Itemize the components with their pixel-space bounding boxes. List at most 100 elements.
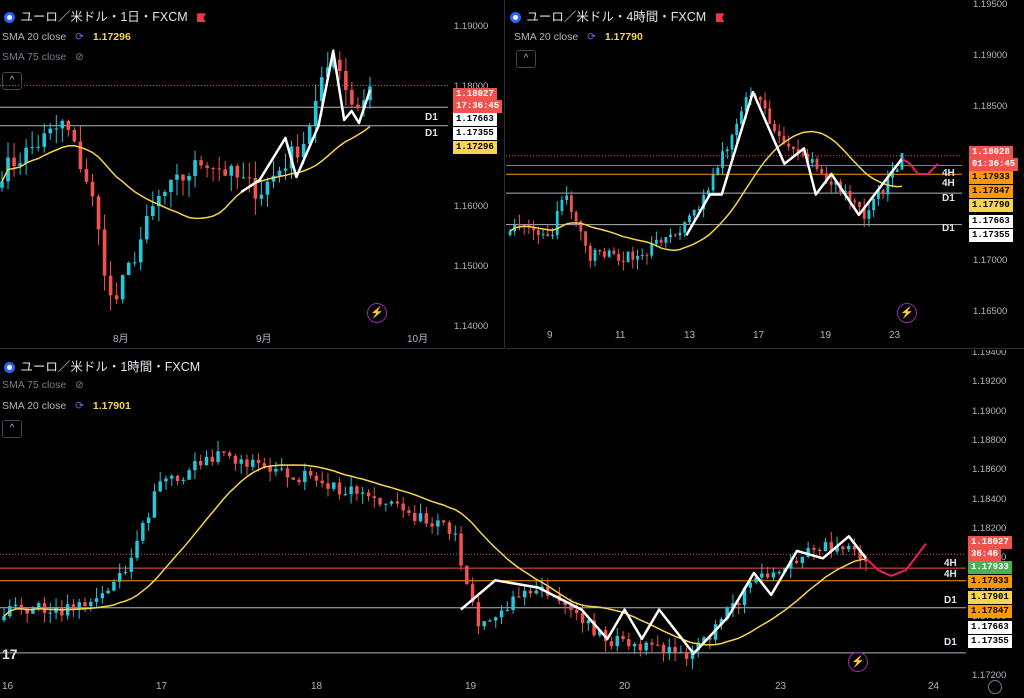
loading-spinner-icon: ⟳	[587, 31, 596, 43]
h1-chart-header: ユーロ／米ドル・1時間・FXCM	[4, 356, 200, 375]
sma20-name: SMA 20 close	[2, 400, 66, 412]
candle-body	[320, 481, 323, 484]
candle-body	[627, 639, 630, 646]
candle-body	[260, 195, 264, 199]
candle-body	[216, 451, 219, 462]
lightning-alert-icon[interactable]: ⚡	[848, 652, 868, 672]
candle-body	[712, 175, 715, 191]
loading-spinner-icon: ⟳	[75, 400, 84, 412]
h1-chart-canvas[interactable]	[0, 350, 1024, 698]
candle-body	[494, 617, 497, 620]
candle-body	[594, 250, 597, 261]
y-tick-label: 1.19500	[973, 0, 1007, 10]
candle-body	[847, 546, 850, 549]
candle-body	[103, 229, 107, 275]
candle-body	[121, 275, 125, 299]
candle-body	[693, 210, 696, 216]
level-label: D1	[944, 595, 957, 606]
candle-body	[518, 224, 521, 225]
candle-body	[181, 175, 185, 181]
h1-chart-panel[interactable]: ユーロ／米ドル・1時間・FXCM SMA 75 close ⊘ SMA 20 c…	[0, 350, 1024, 698]
candle-body	[830, 182, 833, 185]
candle-body	[118, 573, 121, 582]
candle-body	[396, 501, 399, 503]
candle-body	[801, 557, 804, 563]
candle-body	[14, 605, 17, 606]
hidden-eye-icon[interactable]: ⊘	[75, 51, 84, 63]
candle-body	[615, 636, 618, 646]
candle-body	[205, 457, 208, 466]
price-tag: 1.17933	[968, 561, 1012, 574]
candle-body	[673, 647, 676, 652]
price-tag: 1.17355	[969, 229, 1013, 242]
candles-group	[2, 441, 867, 669]
candle-body	[242, 177, 246, 178]
flag-icon[interactable]	[197, 13, 206, 22]
collapse-legend-button[interactable]: ^	[2, 72, 22, 90]
candle-body	[384, 504, 387, 505]
candle-body	[777, 572, 780, 573]
candle-body	[268, 467, 271, 472]
candle-body	[603, 251, 606, 256]
candle-body	[612, 251, 615, 254]
h4-sma20-legend[interactable]: SMA 20 close ⟳ 1.17790	[514, 31, 643, 43]
candle-body	[506, 610, 509, 611]
candle-body	[816, 159, 819, 169]
hidden-eye-icon[interactable]: ⊘	[75, 379, 84, 391]
candle-body	[772, 572, 775, 577]
candle-body	[636, 256, 639, 260]
candle-body	[561, 200, 564, 211]
daily-chart-title[interactable]: ユーロ／米ドル・1日・FXCM	[20, 10, 187, 24]
candle-body	[818, 550, 821, 551]
settings-gear-icon[interactable]	[988, 680, 1002, 694]
candle-body	[617, 254, 620, 261]
candle-body	[792, 147, 795, 149]
price-tag: 1.17790	[969, 199, 1013, 212]
daily-chart-panel[interactable]: ユーロ／米ドル・1日・FXCM SMA 20 close ⟳ 1.17296 S…	[0, 0, 505, 349]
candle-body	[535, 591, 538, 594]
h1-chart-title[interactable]: ユーロ／米ドル・1時間・FXCM	[20, 360, 200, 374]
tradingview-logo[interactable]: 17	[2, 646, 18, 662]
candle-body	[537, 230, 540, 235]
candle-body	[650, 244, 653, 256]
price-tag: 36:46	[968, 548, 1001, 561]
h4-chart-panel[interactable]: ユーロ／米ドル・4時間・FXCM SMA 20 close ⟳ 1.17790 …	[506, 0, 1024, 349]
x-tick-label: 20	[619, 681, 630, 692]
candle-body	[610, 641, 613, 646]
y-tick-label: 1.18600	[972, 464, 1006, 475]
candle-body	[811, 159, 814, 163]
candle-body	[361, 492, 364, 493]
candle-body	[139, 239, 143, 262]
candle-body	[853, 201, 856, 202]
candle-body	[509, 231, 512, 235]
flag-icon[interactable]	[716, 13, 725, 22]
candle-body	[145, 216, 149, 239]
lightning-alert-icon[interactable]: ⚡	[367, 303, 387, 323]
lightning-alert-icon[interactable]: ⚡	[897, 303, 917, 323]
candle-body	[546, 234, 549, 236]
candle-body	[89, 602, 92, 606]
candle-body	[674, 235, 677, 236]
candle-body	[338, 483, 341, 495]
candle-body	[517, 597, 520, 598]
candle-body	[465, 566, 468, 585]
candle-body	[773, 124, 776, 131]
candle-body	[644, 643, 647, 651]
candle-body	[542, 234, 545, 235]
candle-body	[49, 613, 52, 614]
y-tick-label: 1.17000	[973, 255, 1007, 266]
candle-body	[425, 513, 428, 523]
collapse-legend-button[interactable]: ^	[516, 50, 536, 68]
candle-body	[303, 471, 306, 482]
candle-body	[454, 534, 457, 535]
h1-sma75-legend[interactable]: SMA 75 close ⊘	[2, 379, 84, 391]
h1-sma20-legend[interactable]: SMA 20 close ⟳ 1.17901	[2, 400, 131, 412]
candle-body	[575, 610, 578, 613]
x-tick-label: 13	[684, 330, 695, 341]
h4-chart-title[interactable]: ユーロ／米ドル・4時間・FXCM	[526, 10, 706, 24]
collapse-legend-button[interactable]: ^	[2, 420, 22, 438]
candle-body	[297, 480, 300, 482]
candle-body	[61, 121, 65, 129]
daily-sma75-legend[interactable]: SMA 75 close ⊘	[2, 51, 84, 63]
daily-sma20-legend[interactable]: SMA 20 close ⟳ 1.17296	[2, 31, 131, 43]
